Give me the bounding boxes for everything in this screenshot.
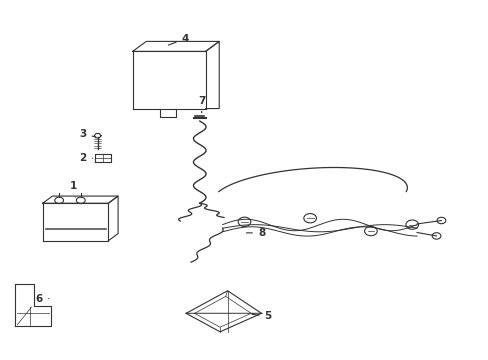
Text: 2: 2	[79, 153, 92, 163]
Text: 8: 8	[246, 228, 264, 238]
Text: 7: 7	[198, 96, 205, 113]
Text: 3: 3	[79, 129, 96, 139]
Bar	[42, 203, 108, 241]
Text: 4: 4	[168, 34, 188, 45]
Text: 1: 1	[70, 181, 77, 197]
Text: 6: 6	[36, 294, 49, 303]
Text: 5: 5	[252, 311, 271, 321]
